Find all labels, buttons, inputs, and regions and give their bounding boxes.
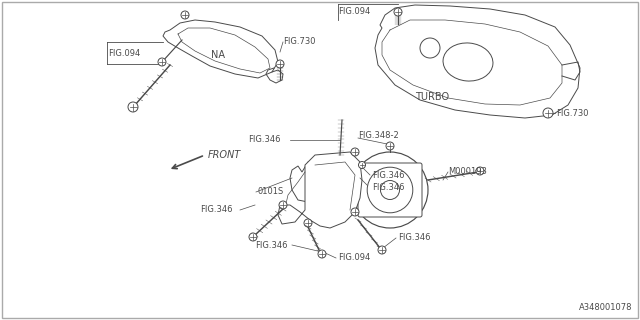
Text: A348001078: A348001078 — [579, 303, 632, 312]
Circle shape — [420, 38, 440, 58]
Text: FIG.094: FIG.094 — [108, 49, 140, 58]
Circle shape — [352, 152, 428, 228]
Circle shape — [304, 219, 312, 227]
Text: FIG.094: FIG.094 — [338, 253, 371, 262]
Text: FIG.730: FIG.730 — [283, 37, 316, 46]
Circle shape — [351, 208, 359, 216]
Circle shape — [276, 60, 284, 68]
Text: FIG.346: FIG.346 — [248, 135, 280, 145]
Text: FIG.730: FIG.730 — [556, 108, 589, 117]
Text: TURBO: TURBO — [415, 92, 449, 102]
Text: FIG.346: FIG.346 — [200, 205, 232, 214]
Text: M000193: M000193 — [448, 167, 487, 177]
Polygon shape — [375, 5, 580, 118]
Text: 0101S: 0101S — [258, 188, 284, 196]
Text: FRONT: FRONT — [208, 150, 241, 160]
Circle shape — [378, 246, 386, 254]
Circle shape — [128, 102, 138, 112]
Circle shape — [351, 148, 359, 156]
Ellipse shape — [443, 43, 493, 81]
Circle shape — [158, 58, 166, 66]
Circle shape — [476, 167, 484, 175]
Text: FIG.348-2: FIG.348-2 — [358, 131, 399, 140]
Text: FIG.346: FIG.346 — [255, 241, 287, 250]
Circle shape — [279, 201, 287, 209]
Circle shape — [386, 142, 394, 150]
Polygon shape — [278, 152, 362, 228]
Circle shape — [318, 250, 326, 258]
Circle shape — [358, 162, 365, 169]
FancyBboxPatch shape — [358, 163, 422, 217]
Circle shape — [543, 108, 553, 118]
Text: FIG.094: FIG.094 — [338, 7, 371, 17]
Text: FIG.346: FIG.346 — [398, 234, 431, 243]
Circle shape — [394, 8, 402, 16]
Circle shape — [249, 233, 257, 241]
Text: FIG.346: FIG.346 — [372, 171, 404, 180]
Circle shape — [181, 11, 189, 19]
Text: NA: NA — [211, 50, 225, 60]
Circle shape — [367, 167, 413, 213]
Text: FIG.346: FIG.346 — [372, 183, 404, 193]
Polygon shape — [163, 20, 278, 78]
Circle shape — [381, 180, 399, 199]
Polygon shape — [290, 158, 320, 202]
